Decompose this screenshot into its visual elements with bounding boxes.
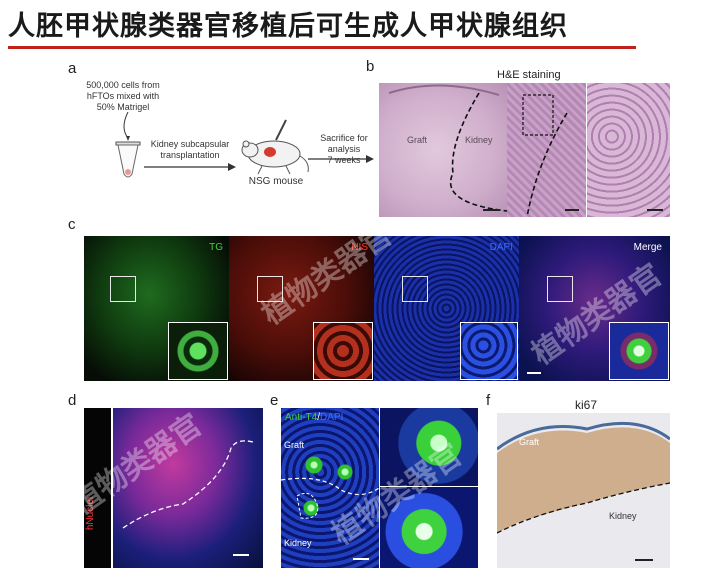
mouse-icon	[241, 119, 309, 175]
graft-label: Graft	[519, 437, 540, 447]
inset-zoom	[168, 322, 228, 380]
kidney-label: Kidney	[465, 135, 493, 145]
scale-bar	[527, 372, 541, 374]
inset-region-box	[547, 276, 573, 302]
panel-e-label: e	[270, 392, 279, 409]
he-image-boundary	[507, 83, 586, 217]
channel-label-nis: NIS	[351, 242, 368, 253]
scale-bar	[233, 554, 249, 556]
title-underline	[8, 46, 636, 49]
panel-a-cells-text: 500,000 cells from hFTOs mixed with 50% …	[86, 80, 160, 112]
if-image-hnuclei	[113, 408, 263, 568]
he-image-zoom	[587, 83, 670, 217]
panel-a-label: a	[68, 60, 77, 77]
channel-label-merge: Merge	[633, 242, 662, 253]
mouse-label: NSG mouse	[248, 176, 304, 187]
follicle	[305, 456, 323, 474]
panel-b-label: b	[366, 58, 375, 75]
scale-bar	[483, 209, 499, 211]
scale-bar	[647, 209, 663, 211]
graft-label: Graft	[284, 440, 305, 450]
if-zoom-t4-upper	[380, 408, 478, 486]
inset-zoom	[313, 322, 373, 380]
panel-d-sidebar: hNuclei	[84, 408, 111, 568]
if-image-tg: TG	[84, 236, 229, 381]
inset-region-box	[402, 276, 428, 302]
channel-label-dapi: DAPI	[489, 242, 513, 253]
scale-bar	[635, 559, 653, 561]
if-image-t4: Anti-T4/DAPI Graft Kidney	[281, 408, 379, 568]
if-zoom-t4-lower	[380, 487, 478, 568]
scale-bar	[353, 558, 369, 560]
panel-a-step1-text: Kidney subcapsular transplantation	[150, 139, 230, 160]
panel-d-label: d	[68, 392, 77, 409]
panel-b-heading: H&E staining	[497, 69, 561, 81]
graft-label: Graft	[407, 135, 428, 145]
arrow-icon	[308, 155, 374, 163]
ihc-image-ki67: Graft Kidney	[497, 413, 670, 568]
he-image-graft: Graft Kidney	[379, 83, 507, 217]
follicle	[303, 500, 319, 516]
scale-bar	[565, 209, 579, 211]
follicle	[337, 464, 353, 480]
panel-f-heading: ki67	[575, 398, 598, 412]
kidney-label: Kidney	[609, 511, 637, 521]
channel-label-tg: TG	[209, 242, 223, 253]
inset-zoom	[460, 322, 518, 380]
stain-label: Anti-T4/DAPI	[285, 412, 344, 423]
panel-a-step2-text: Sacrifice for analysis 7 weeks	[320, 133, 368, 165]
if-image-nis: NIS	[229, 236, 374, 381]
inset-region-box	[257, 276, 283, 302]
slide-title: 人胚甲状腺类器官移植后可生成人甲状腺组织	[8, 11, 568, 42]
inset-region-box	[110, 276, 136, 302]
inset-zoom	[609, 322, 669, 380]
arrow-icon	[144, 163, 236, 171]
if-image-dapi: DAPI	[374, 236, 519, 381]
kidney-label: Kidney	[284, 538, 312, 548]
panel-c-label: c	[68, 216, 76, 233]
panel-f-label: f	[486, 392, 491, 409]
if-image-merge: Merge	[519, 236, 670, 381]
tube-diagram	[115, 112, 141, 178]
